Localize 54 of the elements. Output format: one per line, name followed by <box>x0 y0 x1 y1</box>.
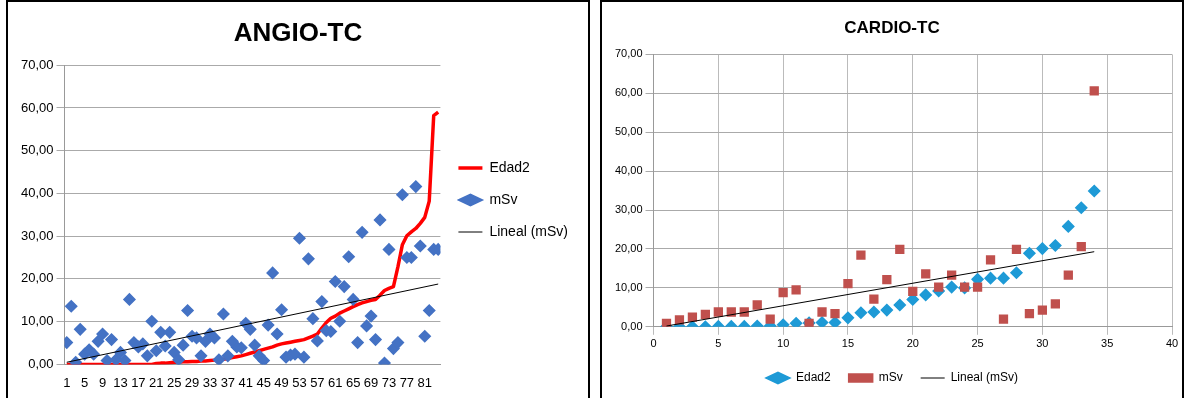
x-tick-label: 73 <box>381 374 397 390</box>
chart-title: ANGIO-TC <box>233 16 363 47</box>
y-tick-label: 20,00 <box>615 242 643 254</box>
y-tick-label: 0,00 <box>621 319 643 332</box>
y-tick-label: 30,00 <box>20 227 54 243</box>
x-tick-label: 25 <box>971 337 984 350</box>
x-tick-label: 5 <box>715 337 722 350</box>
x-tick-label: 1 <box>63 374 71 390</box>
x-tick-label: 33 <box>202 374 218 390</box>
x-tick-label: 30 <box>1036 337 1049 350</box>
x-tick-label: 77 <box>399 374 415 390</box>
x-tick-label: 20 <box>906 337 919 350</box>
x-tick-label: 61 <box>328 374 343 390</box>
x-tick-label: 15 <box>841 337 855 350</box>
legend-label: mSv <box>878 370 903 385</box>
y-tick-label: 10,00 <box>615 280 643 293</box>
legend-label: Edad2 <box>489 158 531 175</box>
x-tick-label: 9 <box>98 374 107 390</box>
y-tick-label: 0,00 <box>28 355 54 371</box>
y-tick-label: 60,00 <box>20 99 54 115</box>
y-tick-label: 20,00 <box>20 270 54 286</box>
y-tick-label: 70,00 <box>615 47 643 60</box>
x-tick-label: 40 <box>1165 337 1179 350</box>
x-tick-label: 35 <box>1101 337 1114 350</box>
y-tick-label: 40,00 <box>20 185 54 201</box>
x-tick-label: 69 <box>363 374 379 390</box>
x-tick-label: 81 <box>417 374 432 390</box>
legend-label: Lineal (mSv) <box>950 370 1019 385</box>
x-tick-label: 10 <box>777 337 790 350</box>
y-tick-label: 30,00 <box>615 203 643 216</box>
legend-label: Lineal (mSv) <box>489 222 569 239</box>
x-tick-label: 29 <box>184 374 200 390</box>
x-tick-label: 41 <box>238 374 253 390</box>
x-tick-label: 0 <box>650 337 657 350</box>
x-tick-label: 13 <box>113 374 128 390</box>
x-tick-label: 49 <box>274 374 289 390</box>
x-tick-label: 45 <box>256 374 271 390</box>
y-tick-label: 50,00 <box>615 125 643 138</box>
x-tick-label: 65 <box>345 374 361 390</box>
y-tick-label: 40,00 <box>615 164 643 177</box>
legend-label: Edad2 <box>795 370 831 385</box>
x-tick-label: 25 <box>166 374 182 390</box>
x-tick-label: 57 <box>310 374 325 390</box>
legend-label: mSv <box>489 190 518 207</box>
y-tick-label: 60,00 <box>615 86 643 99</box>
x-tick-label: 5 <box>81 374 89 390</box>
y-tick-label: 50,00 <box>20 142 54 158</box>
x-tick-label: 53 <box>292 374 307 390</box>
y-tick-label: 10,00 <box>20 313 54 329</box>
y-tick-label: 70,00 <box>20 56 54 72</box>
x-tick-label: 21 <box>149 374 164 390</box>
x-tick-label: 37 <box>220 374 236 390</box>
x-tick-label: 17 <box>131 374 146 390</box>
chart-title: CARDIO-TC <box>844 17 940 37</box>
